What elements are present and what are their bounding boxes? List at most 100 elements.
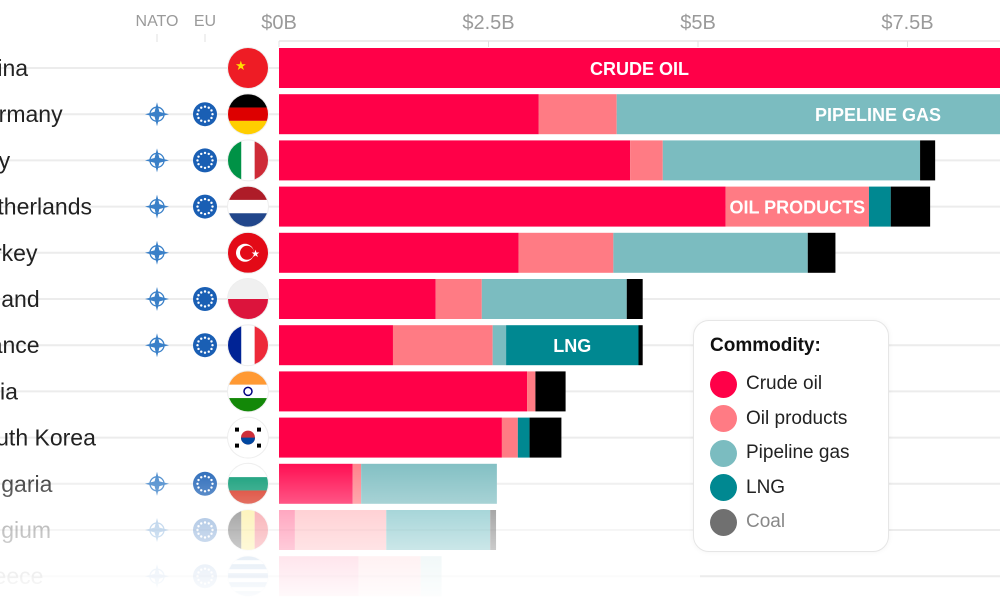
bar-segment-pipeline-gas — [420, 556, 442, 597]
bar-segment-coal — [626, 279, 643, 319]
bar-segment-crude-oil — [279, 556, 359, 597]
x-tick-label: $5B — [680, 12, 716, 34]
x-tick-label: $0B — [261, 12, 297, 34]
bar-segment-oil-products — [392, 325, 493, 366]
bar-segment-coal — [490, 510, 497, 550]
eu-icon — [193, 287, 217, 311]
nato-icon — [145, 194, 169, 219]
legend-label: Pipeline gas — [746, 442, 850, 464]
legend-swatch-icon — [710, 370, 737, 398]
bar-segment-oil-products — [352, 463, 362, 504]
bar-segment-coal — [920, 140, 936, 181]
legend-item: Coal — [710, 505, 872, 540]
bar-segment-lng — [868, 186, 891, 227]
bar-annotation: PIPELINE GAS — [815, 105, 941, 125]
bar-segment-crude-oil — [279, 510, 295, 550]
bar-segment-crude-oil — [279, 371, 528, 412]
country-label: Germany — [0, 101, 63, 127]
chart-rows: China ★ Germany Italy Netherlands Turkey ★ Pola… — [0, 47, 1000, 598]
x-axis-ticks: $0B $2.5B $5B $7.5B — [156, 12, 1000, 47]
country-label: Bulgaria — [0, 471, 53, 497]
bar-segment-oil-products — [501, 417, 518, 458]
country-label: Netherlands — [0, 194, 92, 220]
bar-segment-coal — [535, 371, 566, 412]
country-label: Turkey — [0, 240, 38, 266]
flag-kr-icon — [228, 417, 268, 458]
eu-icon — [193, 564, 217, 589]
eu-icon — [193, 471, 217, 496]
row-poland: Poland — [0, 278, 643, 320]
column-headers: NATO EU — [136, 13, 217, 30]
flag-de-icon — [228, 94, 268, 135]
bar-segment-lng — [386, 510, 491, 550]
legend-item: LNG — [710, 471, 872, 506]
eu-icon — [193, 148, 217, 173]
legend-item: Pipeline gas — [710, 436, 872, 471]
flag-cn-icon: ★ — [228, 48, 268, 88]
legend-swatch-icon — [710, 508, 737, 536]
nato-icon — [145, 102, 169, 127]
country-label: South Korea — [0, 425, 96, 451]
legend-label: Coal — [746, 511, 786, 533]
x-tick-label: $7.5B — [881, 12, 933, 34]
nato-icon — [145, 471, 169, 496]
flag-pl-icon — [228, 279, 268, 319]
legend-title: Commodity: — [710, 335, 821, 356]
nato-icon — [145, 148, 169, 173]
bar-segment-crude-oil — [279, 140, 631, 181]
bar-segment-coal — [529, 417, 562, 458]
bar-segment-crude-oil — [279, 279, 436, 319]
bar-segment-oil-products — [518, 232, 614, 273]
svg-text:★: ★ — [251, 249, 260, 260]
bar-segment-pipeline-gas — [361, 463, 497, 504]
flag-it-icon — [228, 140, 268, 181]
bar-segment-coal — [890, 186, 931, 227]
nato-icon — [145, 564, 169, 589]
bar-segment-pipeline-gas — [492, 325, 507, 366]
row-india: India — [0, 370, 566, 413]
bar-segment-coal — [638, 325, 643, 366]
country-label: Belgium — [0, 517, 51, 543]
flag-nl-icon — [228, 186, 268, 227]
nato-icon — [145, 287, 169, 311]
eu-icon — [193, 518, 217, 542]
legend: Commodity: Crude oil Oil products Pipeline… — [693, 320, 889, 552]
bar-segment-crude-oil — [279, 94, 539, 135]
nato-icon — [145, 333, 169, 358]
flag-in-icon — [228, 371, 268, 412]
row-netherlands: Netherlands — [0, 185, 931, 228]
eu-icon — [193, 194, 217, 219]
bar-segment-lng — [506, 325, 639, 366]
bar-annotation: LNG — [553, 336, 591, 356]
legend-swatch-icon — [710, 405, 737, 433]
x-tick-label: $2.5B — [462, 12, 514, 34]
legend-label: Crude oil — [746, 373, 823, 395]
bar-segment-oil-products — [294, 510, 387, 550]
bar-segment-oil-products — [538, 94, 617, 135]
legend-swatch-icon — [710, 439, 737, 467]
eu-column-header: EU — [194, 13, 216, 30]
nato-column-header: NATO — [136, 13, 179, 30]
bar-segment-pipeline-gas — [613, 232, 808, 273]
legend-label: LNG — [746, 476, 786, 498]
country-label: Italy — [0, 147, 11, 173]
bar-segment-crude-oil — [279, 48, 1000, 88]
nato-icon — [145, 240, 169, 265]
bar-segment-oil-products — [358, 556, 421, 597]
bar-segment-crude-oil — [279, 186, 726, 227]
bar-segment-pipeline-gas — [662, 140, 921, 181]
legend-item: Crude oil — [710, 367, 872, 402]
bar-annotation: CRUDE OIL — [590, 59, 689, 79]
bar-segment-oil-products — [725, 186, 869, 227]
bar-segment-oil-products — [527, 371, 536, 412]
bar-segment-crude-oil — [279, 463, 353, 504]
bar-segment-pipeline-gas — [616, 94, 1000, 135]
bar-annotation: OIL PRODUCTS — [729, 198, 865, 218]
eu-icon — [193, 333, 217, 358]
bar-segment-crude-oil — [279, 232, 519, 273]
bar-segment-pipeline-gas — [481, 279, 627, 319]
legend-swatch-icon — [710, 474, 737, 502]
legend-label: Oil products — [746, 407, 848, 429]
row-italy: Italy — [0, 139, 936, 182]
